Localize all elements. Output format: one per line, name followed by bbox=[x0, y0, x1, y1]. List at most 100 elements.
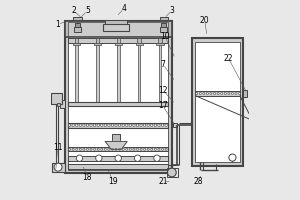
Circle shape bbox=[238, 92, 241, 94]
Bar bbox=[195, 42, 240, 162]
Circle shape bbox=[147, 124, 149, 126]
Circle shape bbox=[54, 163, 62, 171]
Circle shape bbox=[161, 124, 164, 126]
Circle shape bbox=[118, 148, 121, 150]
Circle shape bbox=[154, 155, 160, 161]
Bar bbox=[156, 43, 164, 45]
Circle shape bbox=[97, 124, 99, 126]
Text: 2: 2 bbox=[71, 6, 76, 15]
Circle shape bbox=[126, 124, 128, 126]
Bar bbox=[243, 90, 247, 97]
Circle shape bbox=[90, 148, 92, 150]
Circle shape bbox=[83, 124, 85, 126]
Bar bbox=[68, 147, 168, 151]
Bar bbox=[75, 38, 78, 43]
Circle shape bbox=[144, 148, 146, 150]
Bar bbox=[167, 168, 178, 177]
Bar bbox=[68, 164, 168, 169]
Circle shape bbox=[118, 124, 121, 126]
Bar bbox=[75, 23, 80, 27]
Circle shape bbox=[97, 148, 99, 150]
Text: 1: 1 bbox=[55, 20, 60, 29]
Polygon shape bbox=[105, 142, 127, 149]
Circle shape bbox=[76, 148, 78, 150]
Bar bbox=[57, 103, 60, 106]
Circle shape bbox=[90, 124, 92, 126]
Circle shape bbox=[100, 124, 103, 126]
Bar bbox=[52, 163, 64, 171]
Circle shape bbox=[196, 92, 198, 94]
Circle shape bbox=[210, 92, 212, 94]
Circle shape bbox=[86, 124, 88, 126]
Bar bbox=[68, 123, 168, 128]
Bar bbox=[161, 23, 166, 27]
Circle shape bbox=[126, 148, 128, 150]
Circle shape bbox=[108, 148, 110, 150]
Circle shape bbox=[112, 148, 113, 150]
Bar bbox=[96, 43, 99, 105]
Bar bbox=[103, 24, 129, 31]
Bar bbox=[137, 38, 141, 43]
Circle shape bbox=[206, 92, 208, 94]
Circle shape bbox=[101, 148, 103, 150]
Bar bbox=[68, 24, 168, 170]
Circle shape bbox=[151, 148, 153, 150]
Text: 7: 7 bbox=[160, 60, 165, 69]
Circle shape bbox=[115, 155, 122, 161]
Bar bbox=[60, 100, 65, 108]
Circle shape bbox=[158, 124, 160, 126]
Circle shape bbox=[228, 92, 230, 94]
Bar bbox=[158, 38, 161, 43]
Bar bbox=[64, 21, 172, 173]
Circle shape bbox=[76, 124, 78, 126]
Circle shape bbox=[129, 124, 131, 126]
Circle shape bbox=[129, 148, 131, 150]
Bar bbox=[96, 38, 99, 43]
Bar bbox=[68, 38, 168, 43]
Bar bbox=[136, 43, 143, 45]
Bar bbox=[68, 156, 168, 161]
Circle shape bbox=[140, 148, 142, 150]
Circle shape bbox=[154, 124, 157, 126]
Circle shape bbox=[229, 154, 236, 161]
Circle shape bbox=[217, 92, 219, 94]
Circle shape bbox=[214, 92, 215, 94]
Circle shape bbox=[224, 92, 226, 94]
Circle shape bbox=[133, 124, 135, 126]
Text: 4: 4 bbox=[122, 4, 127, 13]
Circle shape bbox=[76, 155, 83, 161]
Circle shape bbox=[122, 148, 124, 150]
Bar bbox=[115, 43, 122, 45]
Circle shape bbox=[83, 148, 85, 150]
Text: 19: 19 bbox=[108, 177, 118, 186]
Bar bbox=[105, 20, 127, 24]
Bar bbox=[117, 38, 120, 43]
Circle shape bbox=[122, 124, 124, 126]
Text: 20: 20 bbox=[200, 16, 209, 25]
Circle shape bbox=[165, 148, 167, 150]
Bar bbox=[138, 43, 140, 105]
Circle shape bbox=[104, 148, 106, 150]
Circle shape bbox=[167, 168, 176, 177]
Text: 11: 11 bbox=[53, 143, 62, 152]
Bar bbox=[74, 27, 81, 32]
Circle shape bbox=[115, 124, 117, 126]
Text: 28: 28 bbox=[194, 177, 203, 186]
Bar bbox=[68, 102, 168, 106]
Circle shape bbox=[134, 155, 141, 161]
Circle shape bbox=[147, 148, 149, 150]
Bar bbox=[173, 123, 177, 127]
Circle shape bbox=[69, 148, 70, 150]
Circle shape bbox=[104, 124, 106, 126]
Circle shape bbox=[79, 124, 82, 126]
Circle shape bbox=[143, 124, 146, 126]
Circle shape bbox=[151, 124, 153, 126]
Bar bbox=[160, 27, 167, 32]
Circle shape bbox=[158, 148, 160, 150]
Circle shape bbox=[94, 148, 96, 150]
Text: 22: 22 bbox=[224, 54, 233, 63]
Bar bbox=[158, 43, 161, 105]
Text: 5: 5 bbox=[85, 6, 90, 15]
Circle shape bbox=[203, 92, 205, 94]
Bar bbox=[64, 21, 172, 37]
